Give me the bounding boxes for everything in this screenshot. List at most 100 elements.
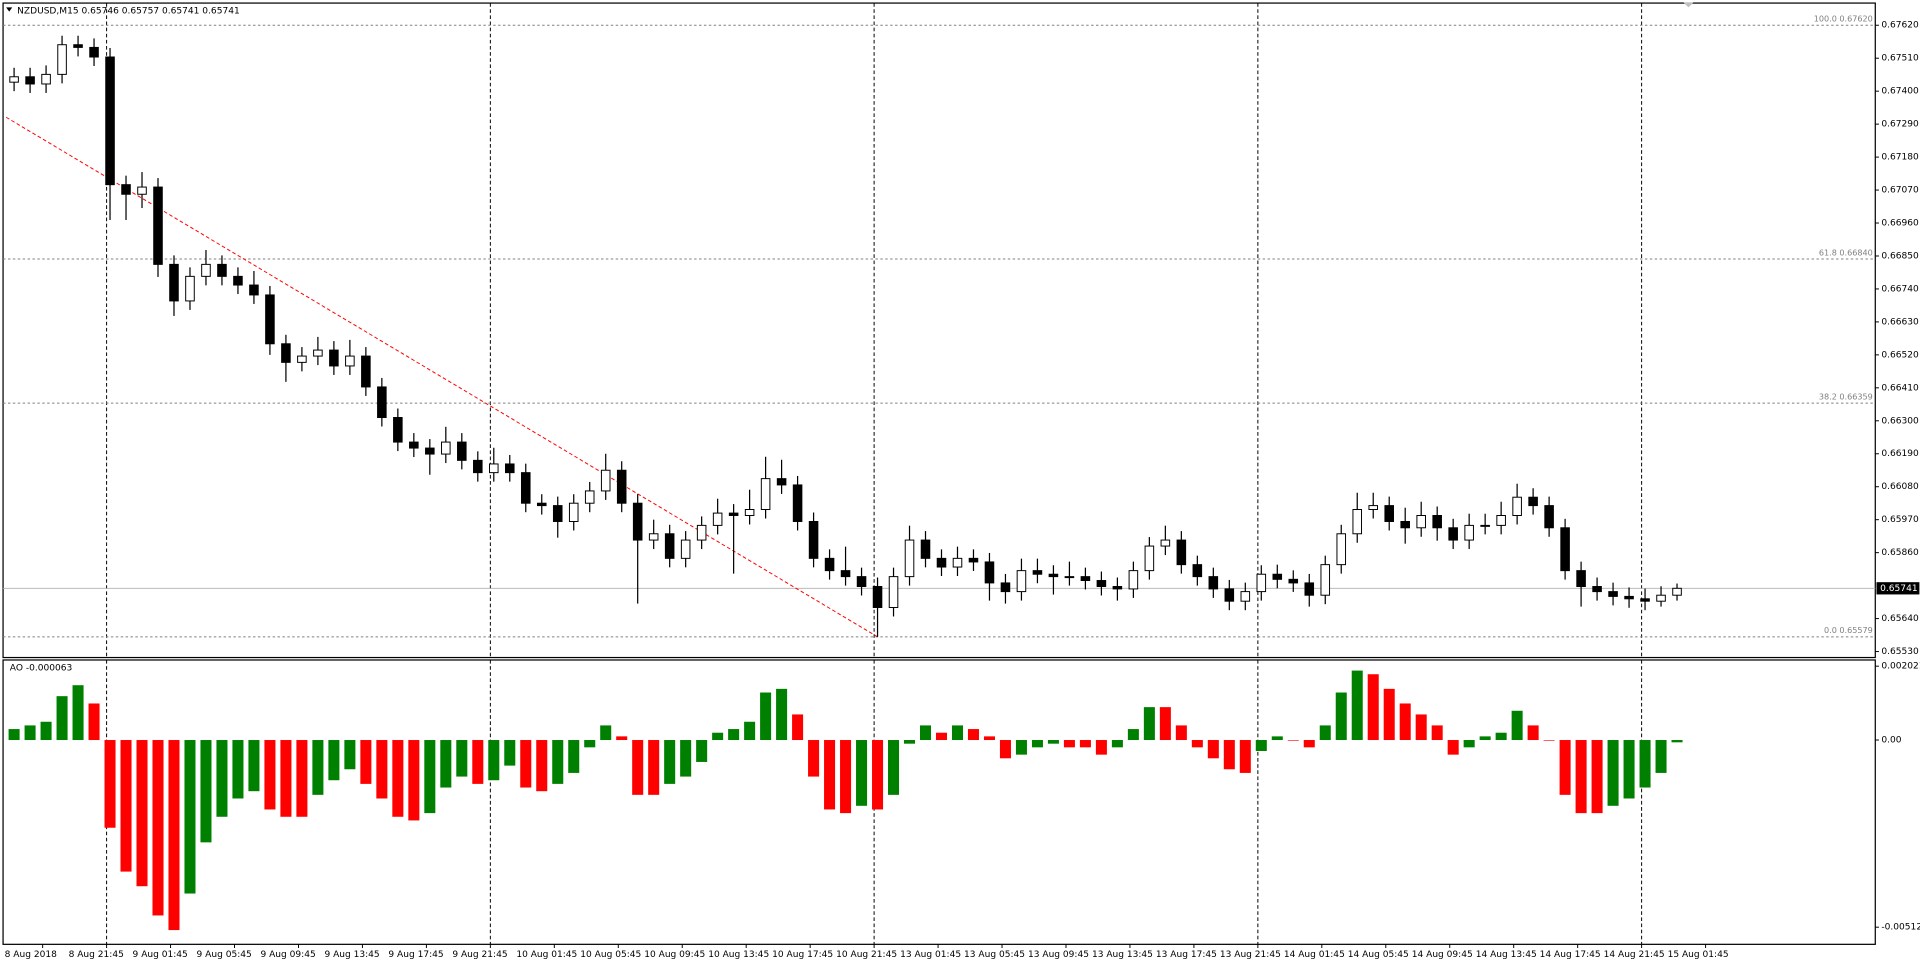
y2-tick-label: 0.002021: [1881, 662, 1920, 672]
candle-body: [361, 355, 371, 388]
candle-body: [1496, 515, 1506, 526]
ao-bar: [840, 740, 852, 814]
candle-body: [121, 184, 131, 195]
candle-body: [1640, 598, 1650, 602]
x-tick-label: 10 Aug 17:45: [772, 950, 833, 960]
ao-bar: [872, 740, 884, 810]
ao-bar: [792, 714, 804, 741]
candle-body: [9, 76, 19, 83]
candle-body: [968, 557, 979, 563]
candle-body: [313, 349, 323, 357]
ao-bar: [1335, 692, 1347, 741]
candle-body: [73, 44, 83, 48]
ao-bar: [1367, 674, 1379, 741]
candle-body: [600, 469, 611, 492]
ao-bar: [152, 740, 164, 916]
candle-body: [233, 275, 243, 286]
candle-body: [1432, 515, 1442, 529]
x-tick-label: 8 Aug 21:45: [69, 950, 124, 960]
ao-bar: [1207, 740, 1219, 759]
ao-bar: [1079, 740, 1091, 748]
ao-bar: [328, 740, 340, 781]
ao-bar: [536, 740, 548, 792]
candle-body: [504, 463, 515, 474]
ao-bar: [408, 740, 420, 821]
candle-body: [41, 73, 51, 85]
y-tick-label: 0.67400: [1881, 87, 1919, 97]
x-tick-label: 14 Aug 13:45: [1476, 950, 1537, 960]
ao-bar: [1191, 740, 1203, 748]
x-tick-label: 14 Aug 17:45: [1540, 950, 1601, 960]
candle-body: [1416, 515, 1426, 529]
candle-body: [616, 469, 627, 504]
candle-body: [920, 539, 931, 559]
ao-bar: [232, 740, 244, 799]
ao-bar: [424, 740, 436, 814]
y-tick-label: 0.65530: [1881, 647, 1919, 657]
ao-bar: [360, 740, 372, 784]
candle-body: [25, 76, 35, 85]
ao-bar: [1175, 725, 1187, 741]
ao-bar: [440, 740, 452, 788]
candle-body: [1368, 505, 1379, 510]
x-tick-label: 10 Aug 09:45: [644, 950, 705, 960]
fib-label: 38.2 0.66359: [1819, 391, 1873, 401]
ao-bar: [856, 740, 868, 806]
price-panel: [2, 2, 1876, 659]
x-tick-label: 9 Aug 09:45: [260, 950, 315, 960]
candle-body: [1576, 570, 1586, 588]
candle-body: [441, 441, 451, 455]
ao-bar: [648, 740, 660, 795]
ao-bar: [744, 721, 756, 741]
ao-bar: [712, 732, 724, 741]
candle-body: [1192, 564, 1203, 578]
x-tick-label: 10 Aug 05:45: [580, 950, 641, 960]
candle-body: [265, 294, 275, 345]
ao-bar: [1127, 729, 1139, 741]
candle-body: [1464, 524, 1474, 541]
ao-bar: [1287, 740, 1299, 741]
candle-body: [1288, 578, 1299, 584]
ao-bar: [456, 740, 468, 777]
candle-body: [1112, 586, 1123, 590]
x-tick-label: 15 Aug 01:45: [1668, 950, 1729, 960]
candle-body: [952, 557, 963, 568]
ao-bar: [1031, 740, 1043, 748]
candle-body: [856, 576, 867, 588]
ao-bar: [376, 740, 388, 799]
ao-bar: [264, 740, 276, 810]
ao-bar: [1047, 740, 1059, 744]
ao-bar: [312, 740, 324, 795]
candle-body: [153, 186, 163, 265]
y-tick-label: 0.66410: [1881, 383, 1919, 393]
menu-arrow[interactable]: [6, 7, 13, 12]
ao-bar: [280, 740, 292, 817]
ao-bar: [680, 740, 692, 777]
ao-bar: [1527, 725, 1539, 741]
candle-body: [984, 561, 995, 584]
candle-body: [137, 186, 147, 195]
ao-bar: [1447, 740, 1459, 755]
x-tick-label: 8 Aug 2018: [5, 950, 57, 960]
candle-body: [728, 512, 739, 516]
y-tick-label: 0.66080: [1881, 482, 1919, 492]
candle-body: [808, 520, 819, 559]
candle-body: [888, 576, 899, 608]
ao-bar: [1607, 740, 1619, 806]
candle-body: [345, 355, 355, 367]
x-tick-label: 14 Aug 05:45: [1348, 950, 1409, 960]
fib-label: 0.0 0.65579: [1824, 625, 1873, 635]
ao-bar: [999, 740, 1011, 759]
y2-tick-label: 0.00: [1881, 736, 1901, 746]
candle-body: [377, 386, 387, 418]
candle-body: [1064, 576, 1075, 579]
trendline: [5, 116, 878, 638]
x-tick-label: 9 Aug 13:45: [324, 950, 379, 960]
ao-bar: [696, 740, 708, 762]
ao-bar: [1063, 740, 1075, 748]
candle-body: [1144, 545, 1155, 572]
candle-body: [664, 533, 675, 559]
ao-bar: [919, 725, 932, 741]
ao-bar: [951, 725, 964, 741]
